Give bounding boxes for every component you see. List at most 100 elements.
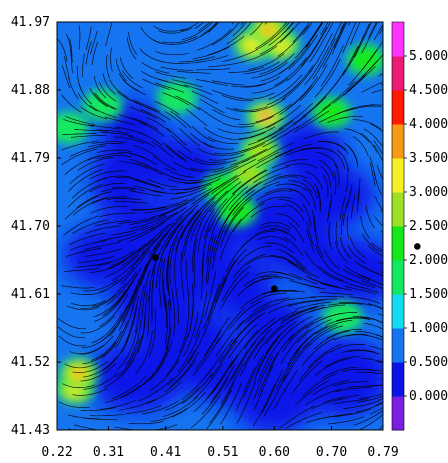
streamline <box>327 199 332 223</box>
streamline <box>129 106 158 119</box>
y-tick-label: 41.97 <box>11 15 50 30</box>
streamline <box>192 338 220 377</box>
streamline <box>68 77 79 100</box>
streamline <box>80 363 116 382</box>
streamline <box>192 46 230 60</box>
streamline <box>91 313 123 344</box>
streamline <box>255 22 288 49</box>
streamline <box>197 106 222 123</box>
streamline <box>307 325 343 347</box>
streamline <box>321 311 358 321</box>
streamline <box>328 303 363 306</box>
streamline <box>271 115 307 139</box>
streamline <box>119 398 156 411</box>
streamline <box>258 225 291 232</box>
streamline <box>281 22 294 35</box>
streamline <box>257 341 281 383</box>
colorbar-label: 2.500 <box>409 219 448 234</box>
streamline <box>280 307 317 325</box>
streamline <box>271 158 308 169</box>
streamline <box>249 97 287 113</box>
streamline <box>204 270 217 318</box>
streamline <box>302 298 338 303</box>
streamline <box>212 223 227 270</box>
streamline <box>287 331 317 366</box>
streamline <box>194 291 208 339</box>
streamline <box>270 228 297 241</box>
streamline <box>260 275 294 281</box>
streamline <box>111 225 148 236</box>
streamline <box>135 284 145 333</box>
streamline <box>104 254 140 278</box>
streamline <box>207 235 217 284</box>
streamline <box>129 190 162 197</box>
streamline <box>206 216 221 263</box>
streamline <box>353 410 383 426</box>
streamline <box>64 362 98 369</box>
streamline <box>203 127 231 140</box>
streamline <box>99 266 134 293</box>
streamline <box>357 395 383 403</box>
streamline <box>360 316 383 324</box>
streamline <box>374 336 383 341</box>
streamline <box>84 241 121 250</box>
streamline <box>356 371 383 374</box>
streamline <box>147 117 172 133</box>
streamline <box>243 317 276 349</box>
streamline <box>65 115 95 125</box>
streamline <box>265 321 297 354</box>
streamline <box>159 259 164 309</box>
streamline <box>278 43 311 75</box>
streamline <box>191 90 219 104</box>
y-tick-label: 41.70 <box>11 219 50 234</box>
streamline <box>94 76 107 99</box>
colorbar: 0.000 0.500 1.000 1.500 2.000 2.500 3.000 3.500… <box>391 21 448 431</box>
colorbar-labels: 0.000 0.500 1.000 1.500 2.000 2.500 3.000 3.500… <box>404 49 448 404</box>
streamline <box>138 132 164 147</box>
streamline <box>90 31 98 55</box>
streamline <box>331 22 348 55</box>
streamline <box>346 184 353 208</box>
streamline <box>159 220 184 261</box>
streamline <box>69 163 105 185</box>
streamline <box>78 25 81 50</box>
streamline <box>187 289 194 338</box>
streamline <box>180 251 185 301</box>
streamline <box>364 369 383 372</box>
hotspot <box>235 162 262 184</box>
streamline <box>163 142 185 160</box>
streamline <box>275 213 300 228</box>
streamline <box>313 330 350 350</box>
streamline <box>257 196 293 205</box>
streamline <box>165 145 189 163</box>
streamline <box>251 62 288 79</box>
streamline <box>257 352 279 396</box>
streamline <box>96 155 132 160</box>
streamline <box>294 325 328 355</box>
streamline <box>324 249 341 270</box>
streamline <box>224 349 249 390</box>
streamline <box>299 64 328 101</box>
streamline <box>131 234 163 268</box>
streamline <box>208 35 245 56</box>
streamline <box>314 243 328 266</box>
streamline <box>279 22 301 43</box>
streamline <box>326 265 351 280</box>
streamline <box>167 261 172 311</box>
streamline <box>288 222 305 243</box>
streamline <box>118 114 148 125</box>
streamline <box>66 305 100 311</box>
streamline <box>101 132 134 137</box>
streamline <box>346 215 350 239</box>
streamline <box>236 379 257 424</box>
streamline <box>197 208 216 253</box>
streamline <box>76 191 113 209</box>
streamline <box>129 159 158 171</box>
streamline <box>253 365 274 410</box>
streamline <box>141 211 178 231</box>
streamline <box>106 271 137 306</box>
streamline <box>262 126 299 148</box>
streamline <box>288 304 325 318</box>
streamline <box>246 277 282 288</box>
streamline <box>128 222 165 243</box>
